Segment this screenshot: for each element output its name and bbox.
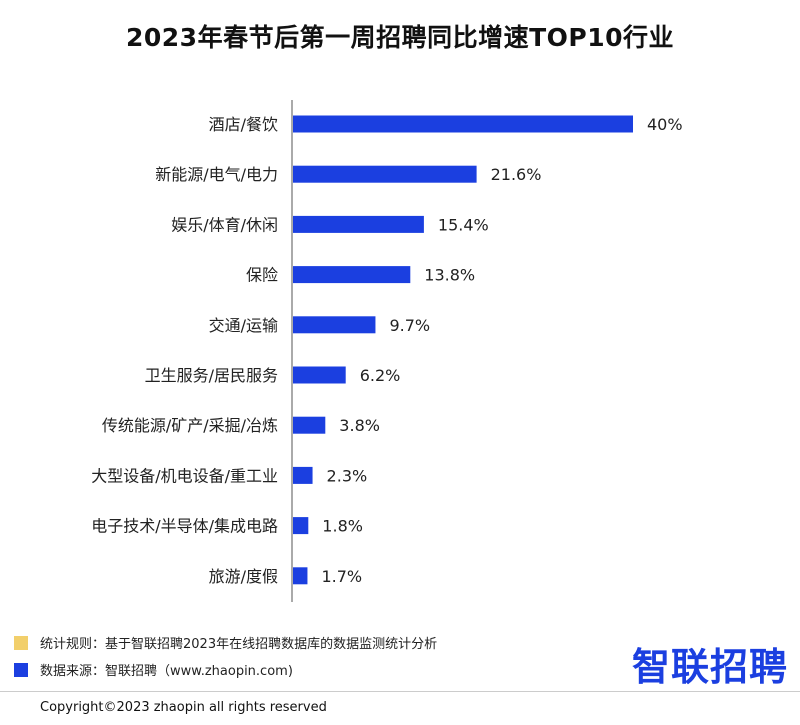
value-label: 2.3% [327,466,368,485]
category-label: 传统能源/矿产/采掘/冶炼 [102,416,278,435]
category-label: 娱乐/体育/休闲 [171,215,278,234]
bar [293,165,477,183]
bar-chart: 酒店/餐饮 40% 新能源/电气/电力 21.6% 娱乐/体育/休闲 15.4% 保险 13.… [91,100,683,602]
value-label: 6.2% [360,366,401,385]
legend-source-swatch [14,662,28,677]
bar [293,416,326,434]
value-label: 1.7% [321,567,362,586]
category-label: 保险 [246,266,278,285]
bar [293,366,346,384]
bar [293,115,633,133]
category-label: 电子技术/半导体/集成电路 [91,517,278,536]
legend-rule-text: 统计规则：基于智联招聘2023年在线招聘数据库的数据监测统计分析 [40,637,438,652]
value-label: 1.8% [322,517,363,536]
legend-rule-swatch [14,635,28,650]
value-label: 13.8% [424,266,475,285]
category-label: 酒店/餐饮 [209,115,278,134]
bar [293,517,309,535]
footer-divider [0,691,800,692]
value-label: 40% [647,115,683,134]
bar [293,466,313,484]
legend-source: 数据来源：智联招聘（www.zhaopin.com) [14,660,293,679]
value-label: 9.7% [389,316,430,335]
category-label: 新能源/电气/电力 [155,165,278,184]
copyright-text: Copyright©2023 zhaopin all rights reserv… [40,700,327,715]
category-label: 卫生服务/居民服务 [145,366,278,385]
category-label: 大型设备/机电设备/重工业 [91,466,278,485]
category-label: 旅游/度假 [209,567,278,586]
legend-source-text: 数据来源：智联招聘（www.zhaopin.com) [40,664,293,679]
value-label: 21.6% [491,165,542,184]
brand-logo: 智联招聘 [631,645,788,689]
legend-rule: 统计规则：基于智联招聘2023年在线招聘数据库的数据监测统计分析 [14,633,437,652]
value-label: 15.4% [438,215,489,234]
chart-title: 2023年春节后第一周招聘同比增速TOP10行业 [126,23,674,52]
bar [293,567,308,585]
value-label: 3.8% [339,416,380,435]
bar [293,266,411,284]
bar [293,215,424,233]
category-label: 交通/运输 [209,316,278,335]
bar [293,316,376,334]
